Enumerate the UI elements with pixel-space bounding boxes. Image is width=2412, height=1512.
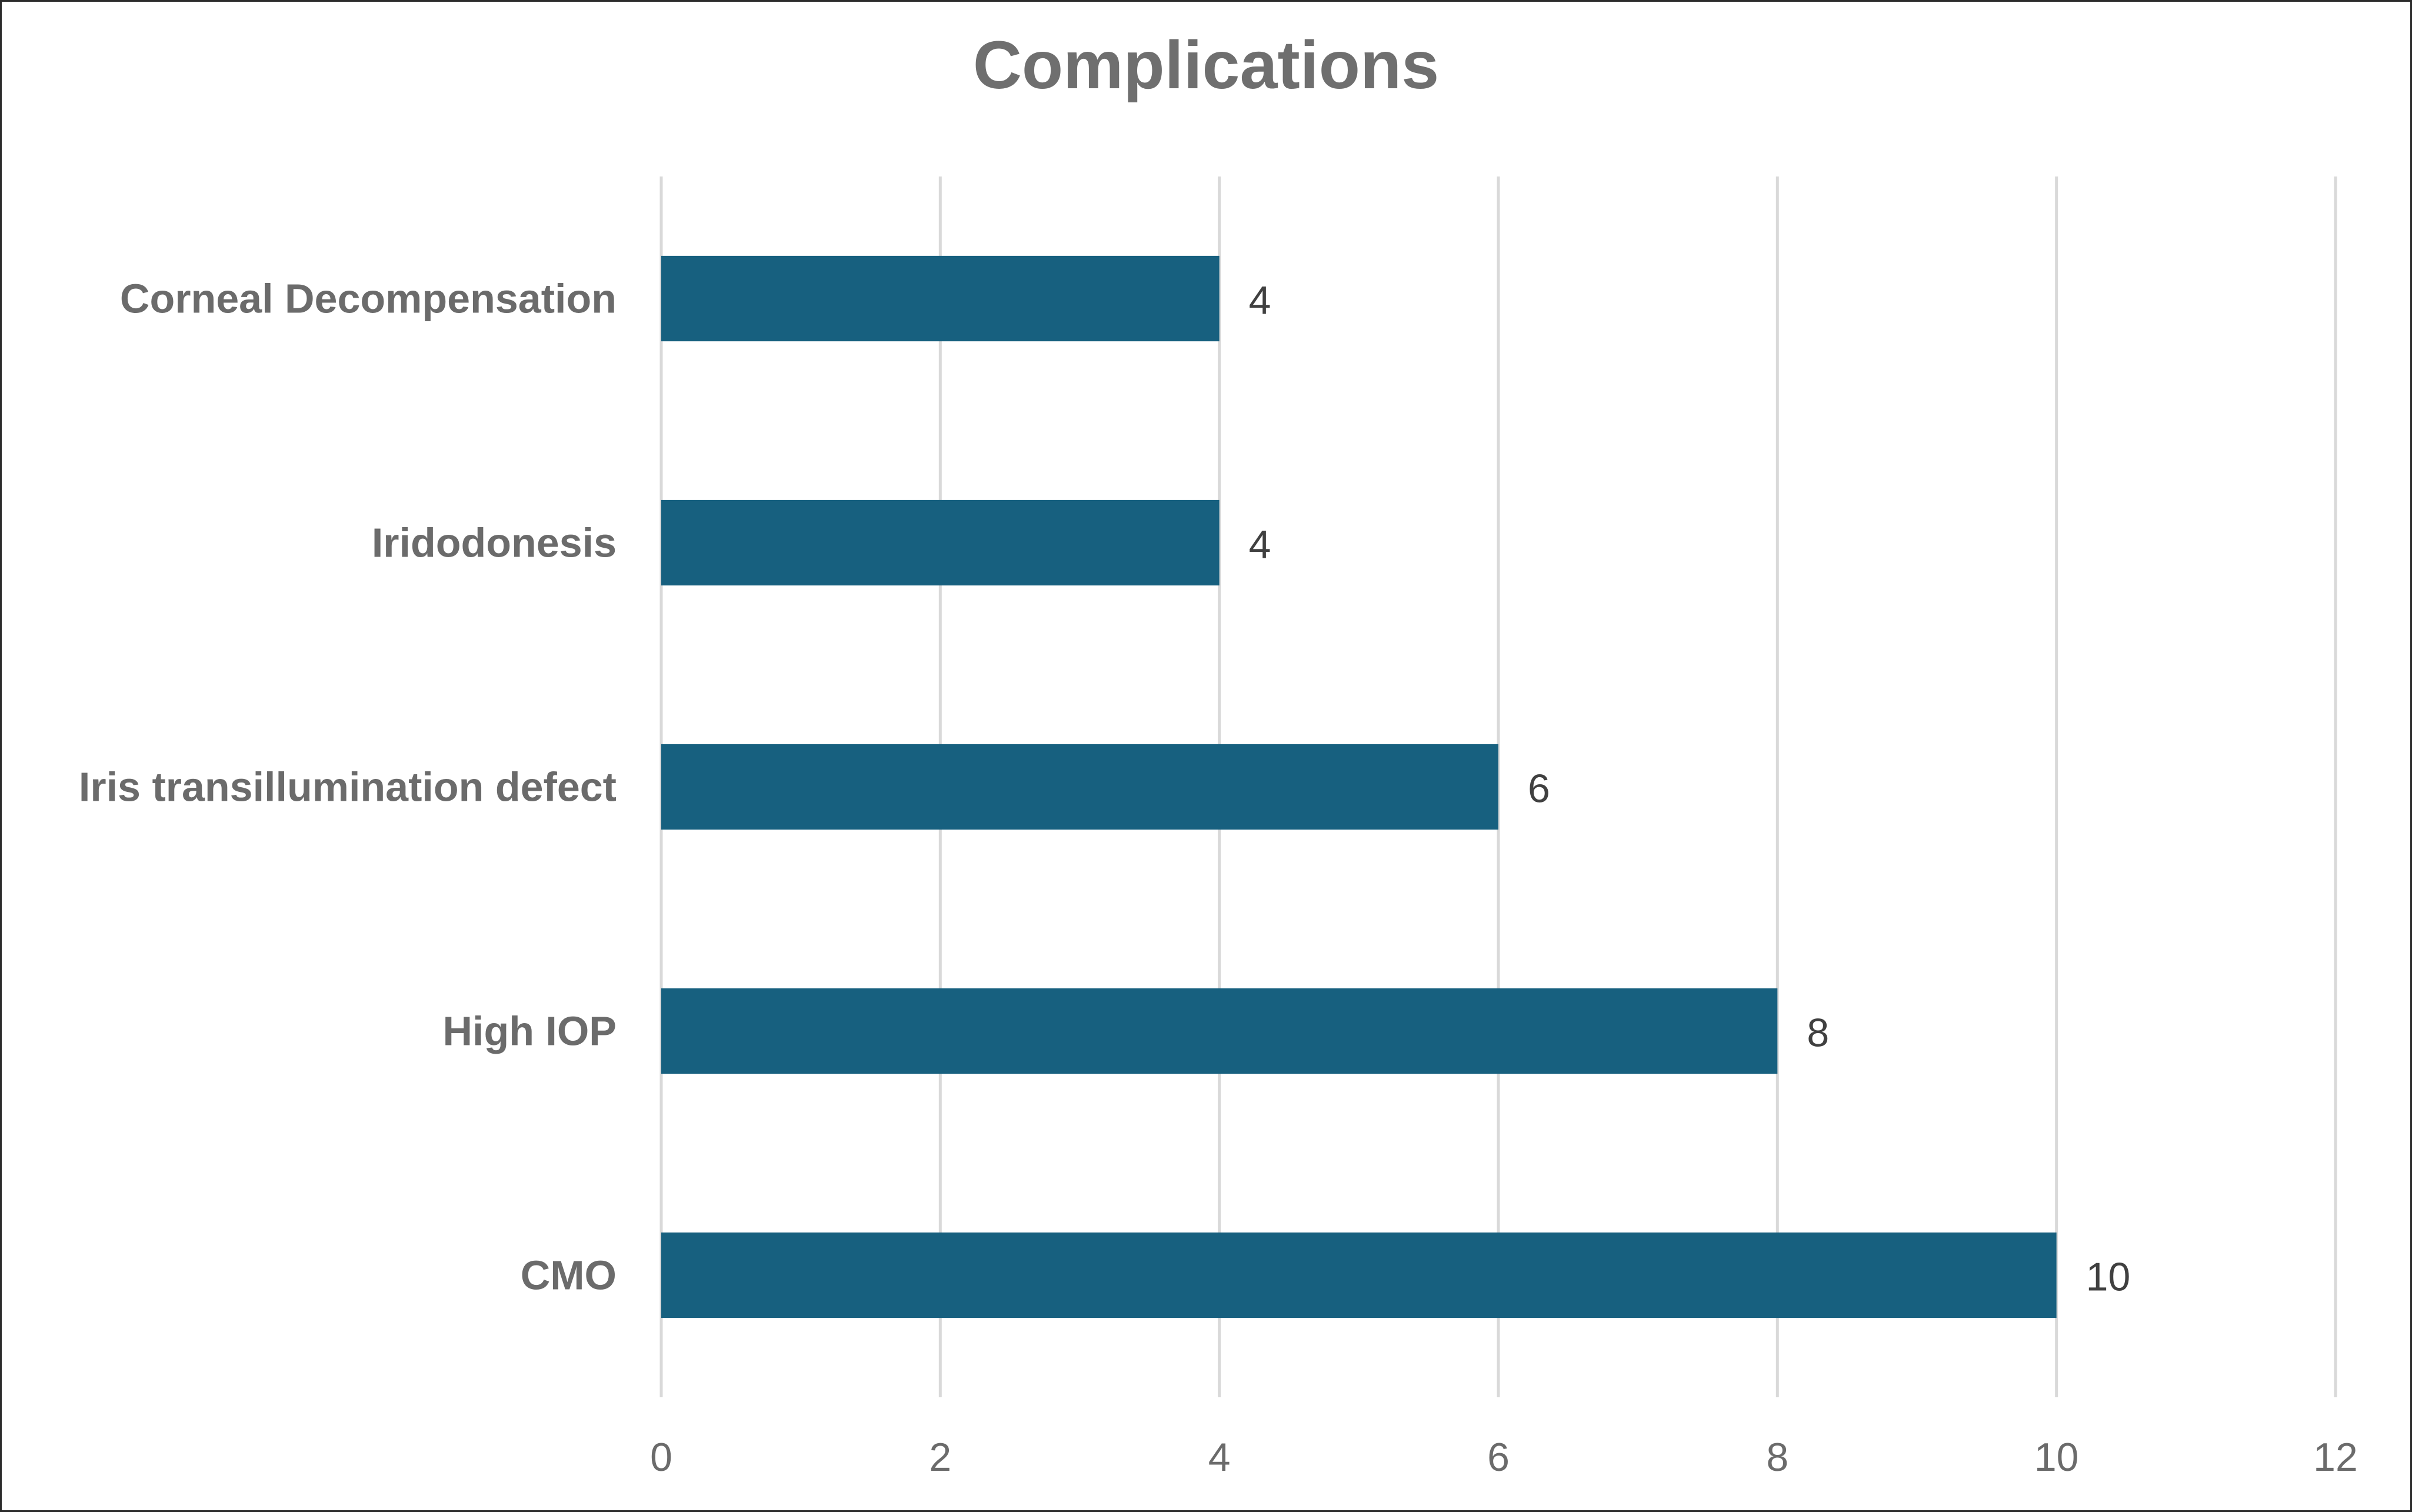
data-label: 6 <box>1528 767 1550 811</box>
bar <box>661 255 1220 342</box>
bars <box>661 255 2057 1318</box>
category-label: Iridodonesis <box>372 520 617 566</box>
x-tick-label: 10 <box>2034 1435 2079 1480</box>
x-tick-label: 0 <box>650 1435 672 1480</box>
data-label: 8 <box>1807 1011 1829 1055</box>
x-tick-label: 12 <box>2313 1435 2358 1480</box>
data-label: 10 <box>2086 1255 2131 1300</box>
x-tick-label: 8 <box>1766 1435 1788 1480</box>
bar <box>661 499 1220 586</box>
x-tick-label: 2 <box>929 1435 951 1480</box>
category-label: CMO <box>521 1253 617 1298</box>
data-label: 4 <box>1249 278 1271 323</box>
category-label: High IOP <box>442 1008 617 1054</box>
labels: 0 2 4 6 8 10 12 Corneal Decompensation 4 Iridodon… <box>79 276 2358 1480</box>
bar <box>661 744 1498 830</box>
chart-title: Complications <box>973 28 1439 103</box>
data-label: 4 <box>1249 522 1271 567</box>
bar <box>661 1232 2057 1318</box>
x-tick-label: 6 <box>1487 1435 1510 1480</box>
x-tick-label: 4 <box>1208 1435 1231 1480</box>
category-label: Iris transillumination defect <box>79 764 617 810</box>
bar <box>661 988 1778 1074</box>
category-label: Corneal Decompensation <box>120 276 617 322</box>
